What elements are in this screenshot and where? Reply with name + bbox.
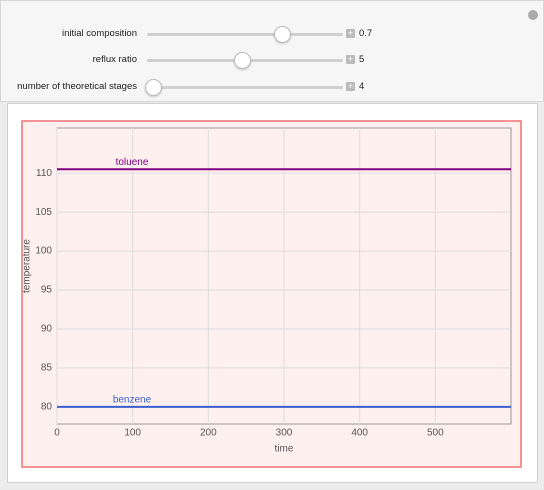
control-label: number of theoretical stages bbox=[17, 81, 137, 92]
x-tick-label: 0 bbox=[54, 428, 60, 439]
control-value: 5 bbox=[359, 54, 365, 65]
series-label: toluene bbox=[116, 157, 149, 168]
slider-thumb[interactable] bbox=[145, 79, 162, 96]
y-tick-label: 110 bbox=[36, 168, 52, 179]
x-axis-label: time bbox=[275, 444, 294, 455]
slider-thumb[interactable] bbox=[274, 26, 291, 43]
y-tick-label: 100 bbox=[35, 246, 52, 257]
control-value: 4 bbox=[359, 81, 365, 92]
y-tick-label: 85 bbox=[41, 363, 53, 374]
x-tick-label: 100 bbox=[124, 428, 141, 439]
y-axis-label: temperature bbox=[22, 239, 33, 293]
plot-frame bbox=[21, 120, 522, 468]
y-tick-label: 90 bbox=[41, 324, 53, 335]
options-button[interactable] bbox=[528, 10, 538, 20]
slider[interactable] bbox=[147, 33, 343, 36]
expand-button[interactable]: + bbox=[346, 54, 355, 64]
y-tick-label: 105 bbox=[35, 207, 52, 218]
control-row: initial composition + 0.7 bbox=[1, 24, 541, 44]
control-row: number of theoretical stages + 4 bbox=[1, 77, 541, 97]
controls-panel: initial composition + 0.7 reflux ratio +… bbox=[0, 0, 544, 102]
expand-button[interactable]: + bbox=[346, 28, 355, 38]
expand-button[interactable]: + bbox=[346, 81, 355, 91]
series-label: benzene bbox=[113, 395, 152, 406]
x-tick-label: 400 bbox=[351, 428, 368, 439]
control-label: initial composition bbox=[62, 28, 137, 39]
control-value: 0.7 bbox=[359, 28, 373, 39]
x-tick-label: 500 bbox=[427, 428, 444, 439]
slider[interactable] bbox=[147, 86, 343, 89]
y-tick-label: 95 bbox=[41, 285, 53, 296]
x-tick-label: 300 bbox=[276, 428, 293, 439]
control-label: reflux ratio bbox=[92, 54, 137, 65]
slider-thumb[interactable] bbox=[234, 52, 251, 69]
x-tick-label: 200 bbox=[200, 428, 217, 439]
y-tick-label: 80 bbox=[41, 402, 53, 413]
control-row: reflux ratio + 5 bbox=[1, 50, 541, 70]
